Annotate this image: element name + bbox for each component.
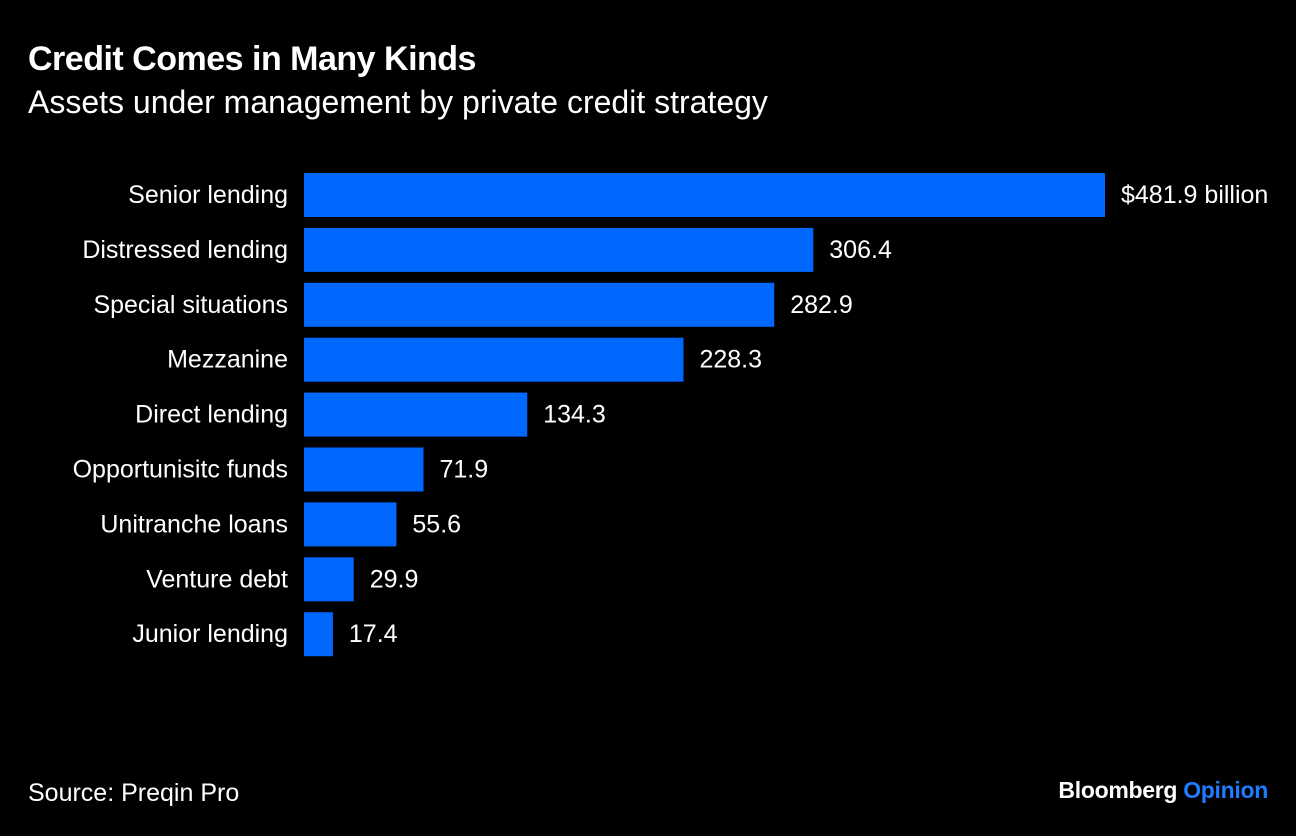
category-label: Unitranche loans bbox=[100, 510, 288, 538]
value-label: $481.9 billion bbox=[1121, 181, 1268, 209]
bar bbox=[304, 227, 814, 272]
value-label: 71.9 bbox=[440, 456, 489, 484]
source-note: Source: Preqin Pro bbox=[28, 779, 240, 807]
value-label: 306.4 bbox=[829, 236, 892, 264]
brand-logo: Bloomberg Opinion bbox=[1058, 777, 1268, 804]
bar bbox=[304, 447, 424, 492]
category-label: Direct lending bbox=[135, 401, 288, 429]
bar bbox=[304, 612, 333, 657]
bar bbox=[304, 557, 354, 602]
chart-title: Credit Comes in Many Kinds bbox=[28, 40, 476, 78]
value-label: 17.4 bbox=[349, 620, 398, 648]
bar bbox=[304, 282, 775, 327]
bar bbox=[304, 337, 684, 382]
category-label: Special situations bbox=[93, 291, 288, 319]
category-label: Senior lending bbox=[128, 181, 288, 209]
value-label: 282.9 bbox=[790, 291, 853, 319]
category-label: Opportunisitc funds bbox=[73, 456, 288, 484]
value-label: 134.3 bbox=[543, 401, 606, 429]
category-label: Distressed lending bbox=[82, 236, 288, 264]
value-label: 228.3 bbox=[699, 346, 762, 374]
bar bbox=[304, 392, 528, 437]
category-label: Venture debt bbox=[146, 565, 288, 593]
bar bbox=[304, 502, 397, 547]
bar bbox=[304, 173, 1105, 217]
value-label: 55.6 bbox=[412, 510, 461, 538]
brand-opinion: Opinion bbox=[1183, 777, 1268, 803]
category-label: Mezzanine bbox=[167, 346, 288, 374]
brand-bloomberg: Bloomberg bbox=[1058, 777, 1178, 803]
chart-subtitle: Assets under management by private credi… bbox=[28, 84, 768, 120]
value-label: 29.9 bbox=[370, 565, 419, 593]
category-label: Junior lending bbox=[132, 620, 288, 648]
